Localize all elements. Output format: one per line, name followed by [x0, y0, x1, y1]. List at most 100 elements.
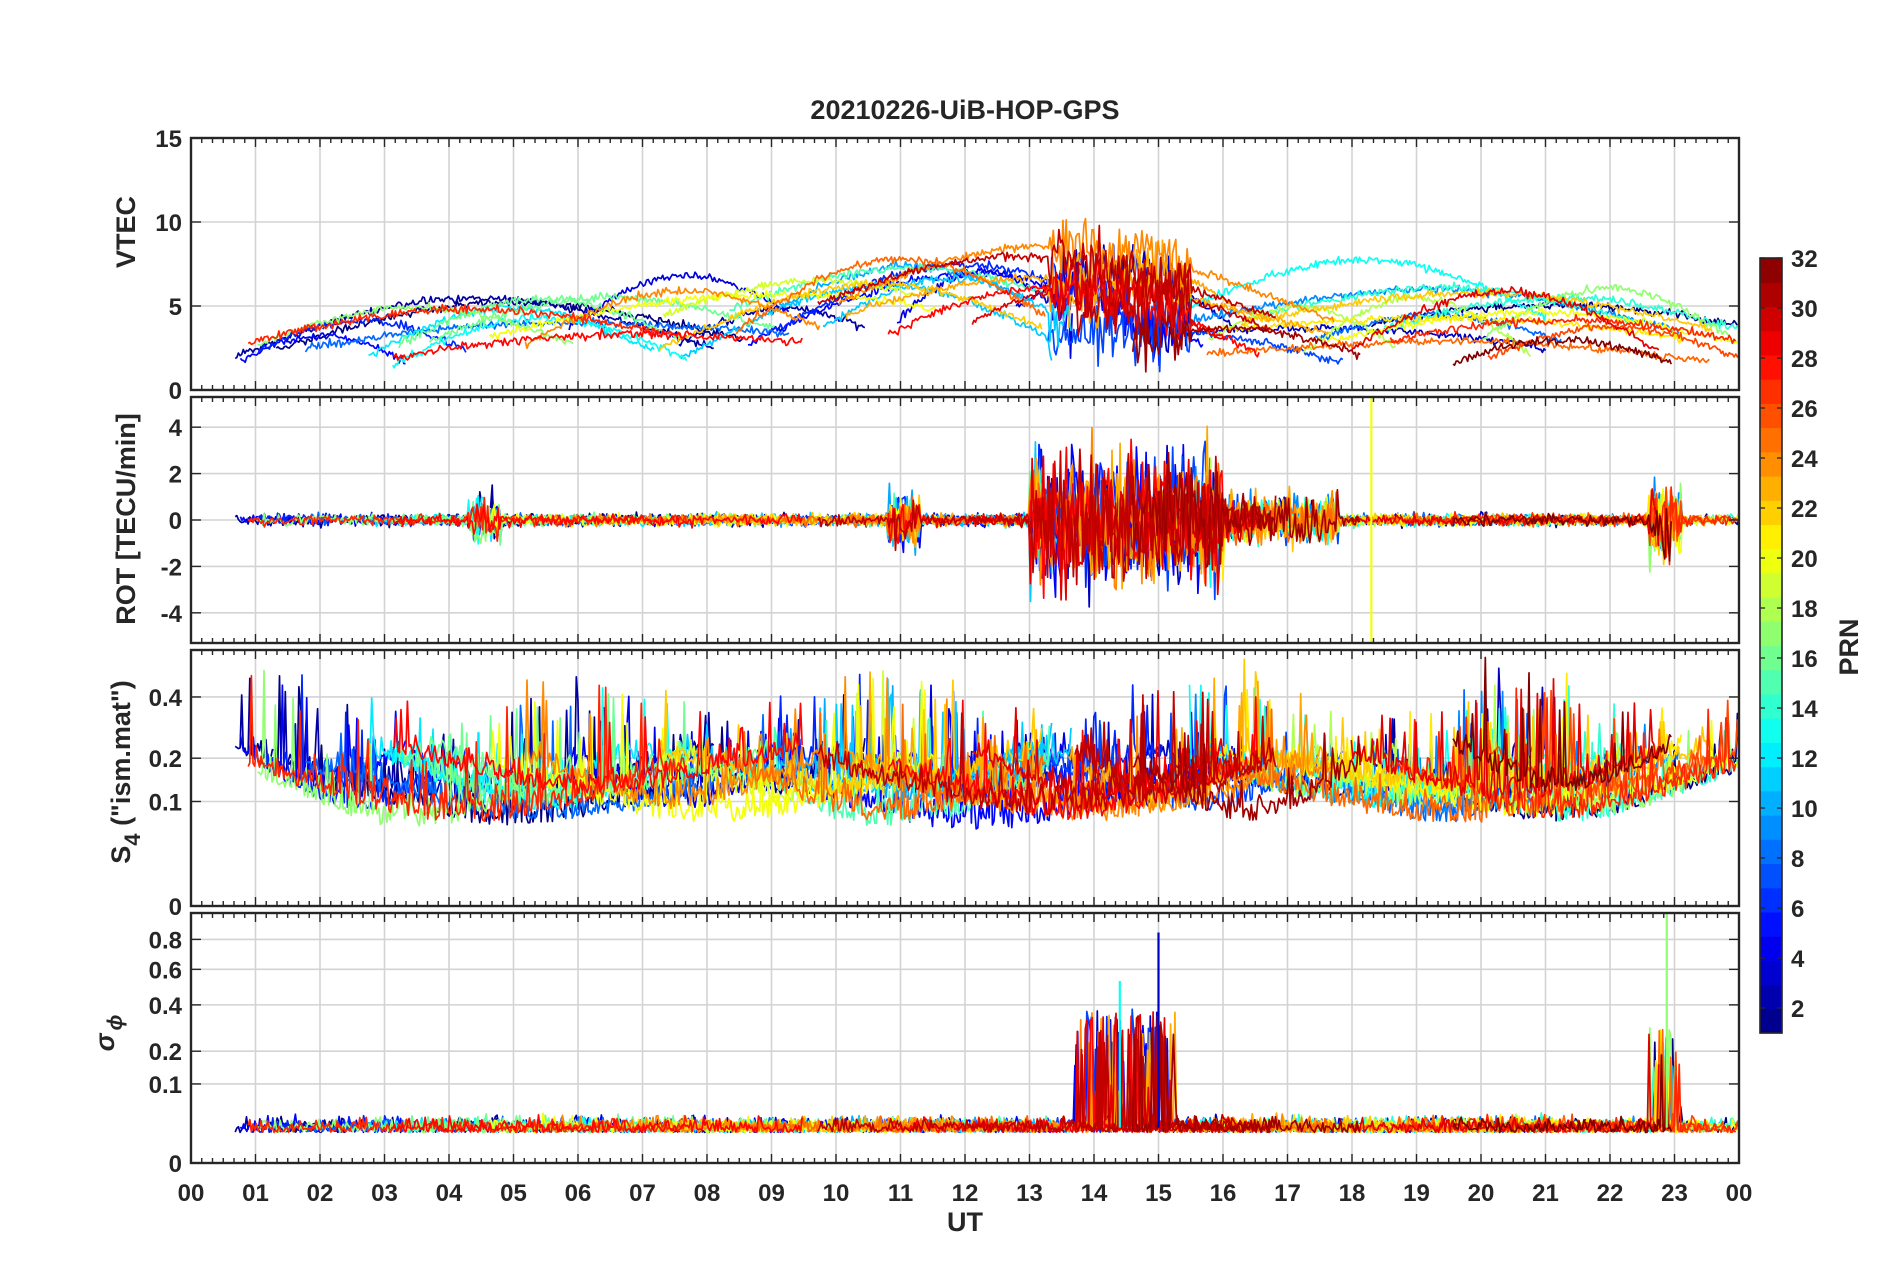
colorbar-segment: [1760, 524, 1782, 550]
x-axis-label: UT: [947, 1207, 983, 1237]
colorbar-segment: [1760, 766, 1782, 792]
rot-ylabel: ROT [TECU/min]: [111, 413, 141, 624]
x-tick-label: 11: [888, 1180, 913, 1207]
colorbar-segment: [1760, 984, 1782, 1010]
colorbar-tick-label: 10: [1791, 796, 1818, 823]
vtec-trace-prn-31: [1131, 315, 1361, 373]
sigma_phi-y-tick-label: 0.4: [149, 993, 183, 1020]
colorbar-segment: [1760, 669, 1782, 695]
sigma-phi-trace-prn-29: [1350, 1033, 1660, 1134]
s4-trace-prn-30: [817, 690, 1277, 816]
colorbar-segment: [1760, 911, 1782, 937]
sigma-phi-trace-prn-28: [392, 1114, 803, 1134]
vtec-trace-prn-30: [817, 224, 1277, 319]
colorbar-segment: [1760, 718, 1782, 743]
vtec-trace-prn-16: [428, 291, 776, 343]
colorbar-tick-label: 6: [1791, 896, 1804, 923]
colorbar-frame: [1759, 257, 1783, 1034]
x-tick-label: 23: [1661, 1180, 1688, 1207]
rot-y-tick-label: 0: [169, 508, 182, 535]
x-tick-label: 04: [436, 1180, 463, 1207]
colorbar-tick-label: 14: [1791, 696, 1818, 723]
rot-trace-prn-32: [1452, 507, 1673, 562]
colorbar-segment: [1760, 572, 1782, 598]
vtec-trace-prn-28: [887, 262, 1260, 358]
vtec-trace-prn-8: [1314, 309, 1562, 343]
vtec-trace-prn-13: [391, 312, 688, 369]
colorbar-tick-label: 16: [1791, 646, 1818, 673]
colorbar-segment: [1760, 936, 1782, 961]
sigma-phi-ylabel-sub: ϕ: [104, 1014, 127, 1030]
s4-y-tick-label: 0: [169, 894, 182, 921]
s4-trace-prn-17: [257, 669, 574, 827]
vtec-trace-prn-1: [275, 297, 744, 350]
colorbar-segment: [1760, 621, 1782, 647]
x-tick-label: 19: [1403, 1180, 1430, 1207]
x-tick-label: 20: [1468, 1180, 1495, 1207]
colorbar-segment: [1760, 451, 1782, 477]
colorbar-segment: [1760, 790, 1782, 816]
colorbar-segment: [1760, 306, 1782, 332]
vtec-y-tick-label: 5: [169, 294, 182, 321]
colorbar-segment: [1760, 282, 1782, 308]
colorbar-segment: [1760, 354, 1782, 380]
s4-trace-prn-28: [392, 700, 803, 794]
colorbar-tick-label: 20: [1791, 546, 1818, 573]
vtec-trace-prn-18: [1302, 292, 1532, 358]
s4-trace-prn-31: [1132, 718, 1361, 821]
colorbar-segment: [1760, 548, 1782, 574]
vtec-y-tick-label: 10: [155, 210, 182, 237]
colorbar-tick-label: 4: [1791, 946, 1805, 973]
colorbar-segment: [1760, 863, 1782, 889]
colorbar-segment: [1760, 500, 1782, 526]
colorbar-segment: [1760, 887, 1782, 913]
x-tick-label: 15: [1145, 1180, 1172, 1207]
vtec-trace-prn-18: [1208, 302, 1397, 349]
vtec-trace-prn-13: [1188, 255, 1547, 322]
vtec-trace-prn-11: [822, 273, 1072, 348]
s4-y-tick-label: 0.4: [149, 685, 183, 712]
rot-y-tick-label: -4: [161, 601, 183, 628]
colorbar-segment: [1760, 330, 1782, 356]
vtec-trace-prn-27: [247, 303, 687, 346]
colorbar-tick-label: 12: [1791, 746, 1818, 773]
vtec-trace-prn-28: [392, 327, 803, 361]
sigma-phi-ylabel-main: σ: [90, 1032, 120, 1051]
colorbar-segment: [1760, 403, 1782, 429]
chart-title: 20210226-UiB-HOP-GPS: [810, 95, 1119, 125]
colorbar-segment: [1760, 815, 1782, 840]
x-tick-label: 14: [1081, 1180, 1108, 1207]
rot-trace-prn-22: [658, 471, 1043, 550]
colorbar-segment: [1760, 1008, 1782, 1034]
x-tick-label: 10: [823, 1180, 850, 1207]
s4-trace-prn-24: [524, 679, 821, 810]
s4-y-tick-label: 0.2: [149, 746, 182, 773]
colorbar-segment: [1760, 742, 1782, 768]
vtec-trace-prn-26: [1487, 323, 1740, 360]
vtec-trace-prn-22: [1240, 287, 1713, 333]
vtec-y-tick-label: 15: [155, 126, 182, 153]
colorbar-tick-label: 30: [1791, 296, 1818, 323]
vtec-y-tick-label: 0: [169, 378, 182, 405]
vtec-trace-prn-27: [1389, 313, 1737, 345]
colorbar-tick-label: 8: [1791, 846, 1804, 873]
sigma_phi-y-tick-label: 0.1: [149, 1072, 182, 1099]
s4-trace-prn-27: [1389, 687, 1737, 820]
colorbar-segment: [1760, 258, 1782, 283]
s4-trace-prn-29: [972, 689, 1225, 801]
sigma_phi-y-tick-label: 0: [169, 1151, 182, 1178]
x-tick-label: 16: [1210, 1180, 1237, 1207]
colorbar-tick-label: 22: [1791, 496, 1818, 523]
x-tick-label: 05: [500, 1180, 527, 1207]
rot-y-tick-label: 2: [169, 462, 182, 489]
colorbar-tick-label: 24: [1791, 446, 1818, 473]
x-tick-label: 06: [565, 1180, 592, 1207]
s4-trace-prn-32: [1452, 656, 1672, 792]
x-tick-label: 00: [1726, 1180, 1753, 1207]
x-tick-label: 02: [307, 1180, 334, 1207]
colorbar-segment: [1760, 645, 1782, 671]
s4-ylabel-main: S: [106, 846, 136, 864]
sigma-phi-trace-prn-32: [1452, 1054, 1672, 1134]
